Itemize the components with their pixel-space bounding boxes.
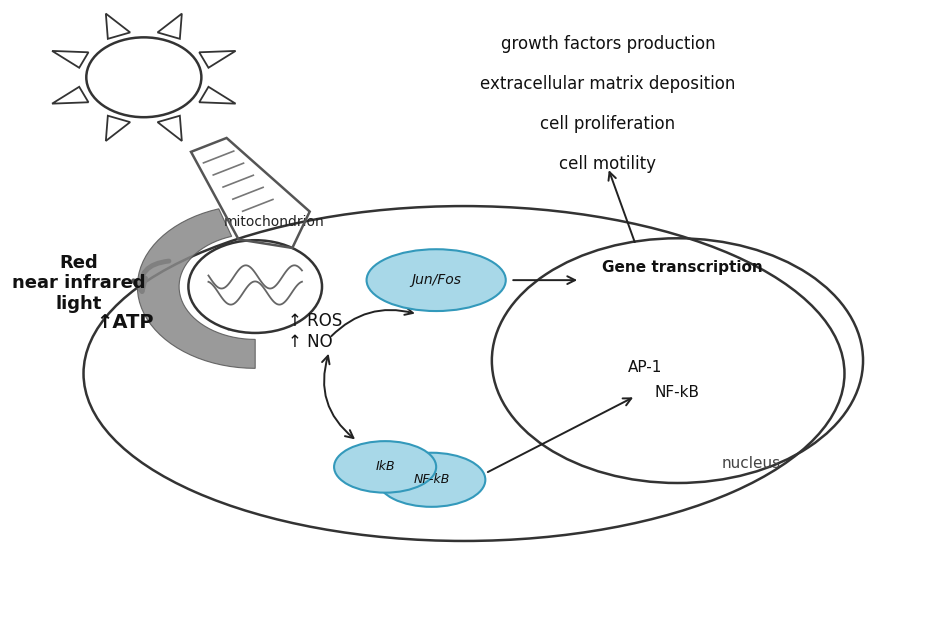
- Text: NF-kB: NF-kB: [654, 385, 699, 401]
- Text: AP-1: AP-1: [627, 359, 662, 375]
- Text: Gene transcription: Gene transcription: [601, 260, 762, 275]
- Ellipse shape: [377, 453, 485, 507]
- Text: cell motility: cell motility: [559, 155, 655, 173]
- Text: IkB: IkB: [375, 460, 395, 473]
- Text: Jun/Fos: Jun/Fos: [411, 273, 461, 287]
- Text: ↑ ROS
↑ NO: ↑ ROS ↑ NO: [287, 312, 341, 351]
- Polygon shape: [137, 209, 255, 368]
- Text: ↑ATP: ↑ATP: [96, 312, 154, 332]
- Text: Red
near infrared
light: Red near infrared light: [12, 254, 146, 313]
- Circle shape: [188, 240, 322, 333]
- Text: NF-kB: NF-kB: [413, 473, 450, 486]
- Text: cell proliferation: cell proliferation: [540, 115, 675, 133]
- Ellipse shape: [366, 249, 505, 311]
- Text: extracellular matrix deposition: extracellular matrix deposition: [479, 75, 735, 93]
- Text: mitochondrion: mitochondrion: [223, 215, 324, 229]
- Text: growth factors production: growth factors production: [500, 35, 715, 53]
- Polygon shape: [224, 245, 281, 330]
- Ellipse shape: [334, 441, 436, 493]
- Text: nucleus: nucleus: [721, 456, 781, 471]
